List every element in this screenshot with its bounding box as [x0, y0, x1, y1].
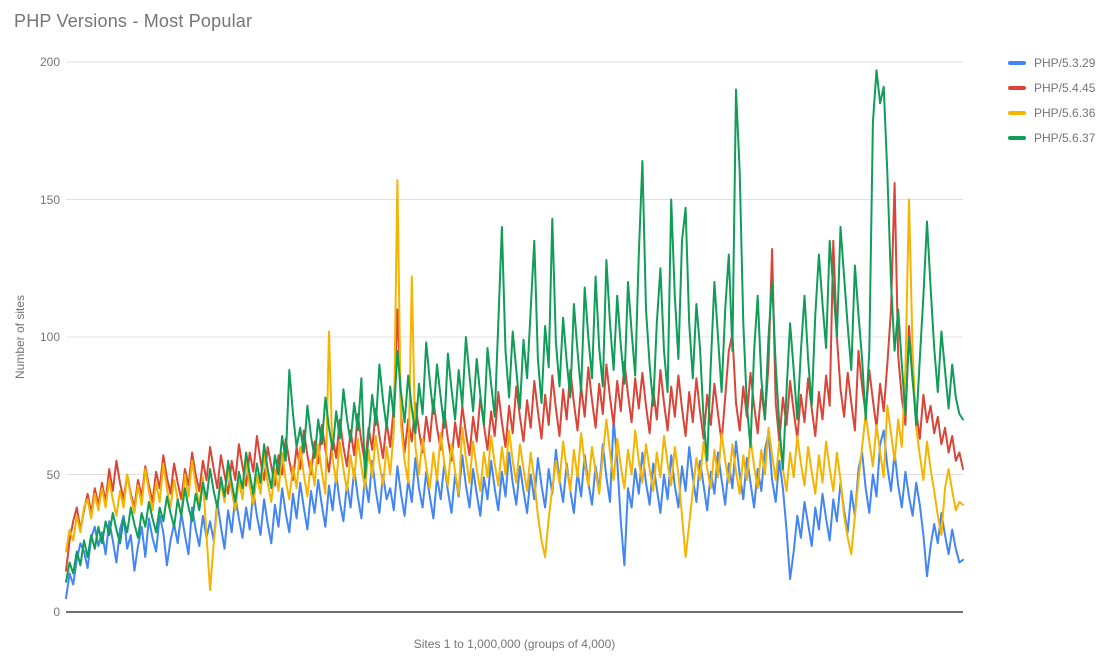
legend-swatch	[1008, 110, 1026, 115]
series-line-php-5.6.36	[65, 179, 964, 591]
chart-legend: PHP/5.3.29 PHP/5.4.45 PHP/5.6.36 PHP/5.6.37	[1008, 50, 1095, 150]
legend-swatch	[1008, 60, 1026, 65]
y-tick-label: 0	[53, 605, 60, 619]
legend-label: PHP/5.3.29	[1034, 55, 1096, 70]
y-tick-label: 50	[46, 467, 60, 482]
legend-item-php-5.6.36: PHP/5.6.36	[1008, 100, 1095, 125]
chart-title: PHP Versions - Most Popular	[14, 11, 253, 31]
y-tick-label: 150	[39, 192, 60, 207]
series-line-php-5.4.45	[65, 182, 964, 572]
y-axis-ticks: 0 50 100 150 200	[0, 0, 60, 667]
series-line-php-5.3.29	[65, 418, 964, 600]
legend-item-php-5.6.37: PHP/5.6.37	[1008, 125, 1095, 150]
y-tick-label: 100	[39, 330, 60, 344]
legend-swatch	[1008, 135, 1026, 140]
y-tick-label: 200	[39, 55, 60, 69]
legend-item-php-5.3.29: PHP/5.3.29	[1008, 50, 1095, 75]
legend-label: PHP/5.6.37	[1034, 130, 1096, 145]
x-axis-title: Sites 1 to 1,000,000 (groups of 4,000)	[413, 637, 616, 651]
legend-swatch	[1008, 85, 1026, 90]
y-axis-title: Number of sites	[13, 294, 27, 380]
legend-label: PHP/5.6.36	[1034, 105, 1096, 120]
legend-label: PHP/5.4.45	[1034, 80, 1096, 95]
legend-item-php-5.4.45: PHP/5.4.45	[1008, 75, 1095, 100]
series-line-php-5.6.37	[65, 69, 964, 583]
